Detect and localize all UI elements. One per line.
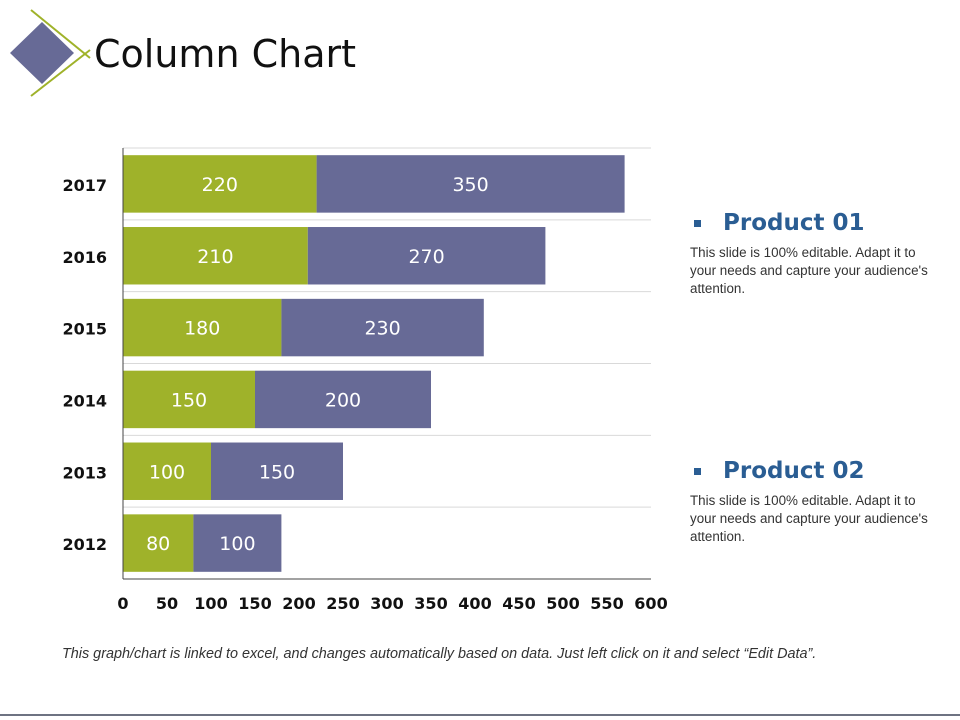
data-label: 180 (184, 318, 220, 340)
bar-segment (281, 298, 484, 357)
data-label: 150 (259, 461, 295, 483)
legend-product-02-description: This slide is 100% editable. Adapt it to… (690, 493, 928, 544)
category-label: 2012 (62, 535, 107, 554)
data-label: 80 (146, 533, 170, 555)
bar-segment (255, 370, 431, 429)
x-tick-label: 350 (414, 594, 447, 613)
x-tick-label: 500 (546, 594, 579, 613)
data-label: 270 (408, 246, 444, 268)
footnote: This graph/chart is linked to excel, and… (62, 646, 817, 662)
data-label: 220 (202, 174, 238, 196)
page-title: Column Chart (94, 32, 357, 76)
legend-product-01: Product 01 This slide is 100% editable. … (690, 210, 930, 298)
legend-product-02: Product 02 This slide is 100% editable. … (690, 458, 930, 546)
x-tick-label: 400 (458, 594, 491, 613)
bottom-divider (0, 714, 960, 716)
x-tick-label: 300 (370, 594, 403, 613)
x-tick-label: 250 (326, 594, 359, 613)
bar-segment (123, 370, 255, 429)
data-label: 230 (364, 318, 400, 340)
category-label: 2013 (62, 463, 107, 482)
data-label: 200 (325, 389, 361, 411)
data-label: 100 (149, 461, 185, 483)
data-label: 210 (197, 246, 233, 268)
data-label: 100 (219, 533, 255, 555)
category-label: 2017 (62, 176, 107, 195)
data-label: 350 (452, 174, 488, 196)
x-tick-label: 100 (194, 594, 227, 613)
bar-segment (123, 514, 194, 572)
bar-segment (123, 442, 211, 500)
diamond-logo-icon (10, 9, 91, 97)
x-tick-label: 0 (117, 594, 128, 613)
x-tick-label: 150 (238, 594, 271, 613)
x-tick-label: 550 (590, 594, 623, 613)
bar-segment (211, 442, 343, 500)
x-tick-label: 200 (282, 594, 315, 613)
category-label: 2016 (62, 248, 107, 267)
x-tick-label: 50 (156, 594, 178, 613)
category-label: 2014 (62, 391, 107, 410)
bar-segment (193, 514, 282, 572)
square-bullet-icon (694, 219, 701, 227)
x-tick-label: 600 (634, 594, 667, 613)
x-tick-label: 450 (502, 594, 535, 613)
square-bullet-icon (694, 467, 701, 475)
bar-segment (123, 298, 282, 357)
bar-segment (316, 155, 625, 213)
legend-product-01-name: Product 01 (723, 210, 865, 236)
data-label: 150 (171, 389, 207, 411)
legend-product-02-name: Product 02 (723, 458, 865, 484)
category-label: 2015 (62, 320, 107, 339)
bar-segment (307, 227, 546, 285)
bar-segment (123, 155, 317, 213)
legend-product-01-description: This slide is 100% editable. Adapt it to… (690, 245, 928, 296)
bar-segment (123, 227, 308, 285)
